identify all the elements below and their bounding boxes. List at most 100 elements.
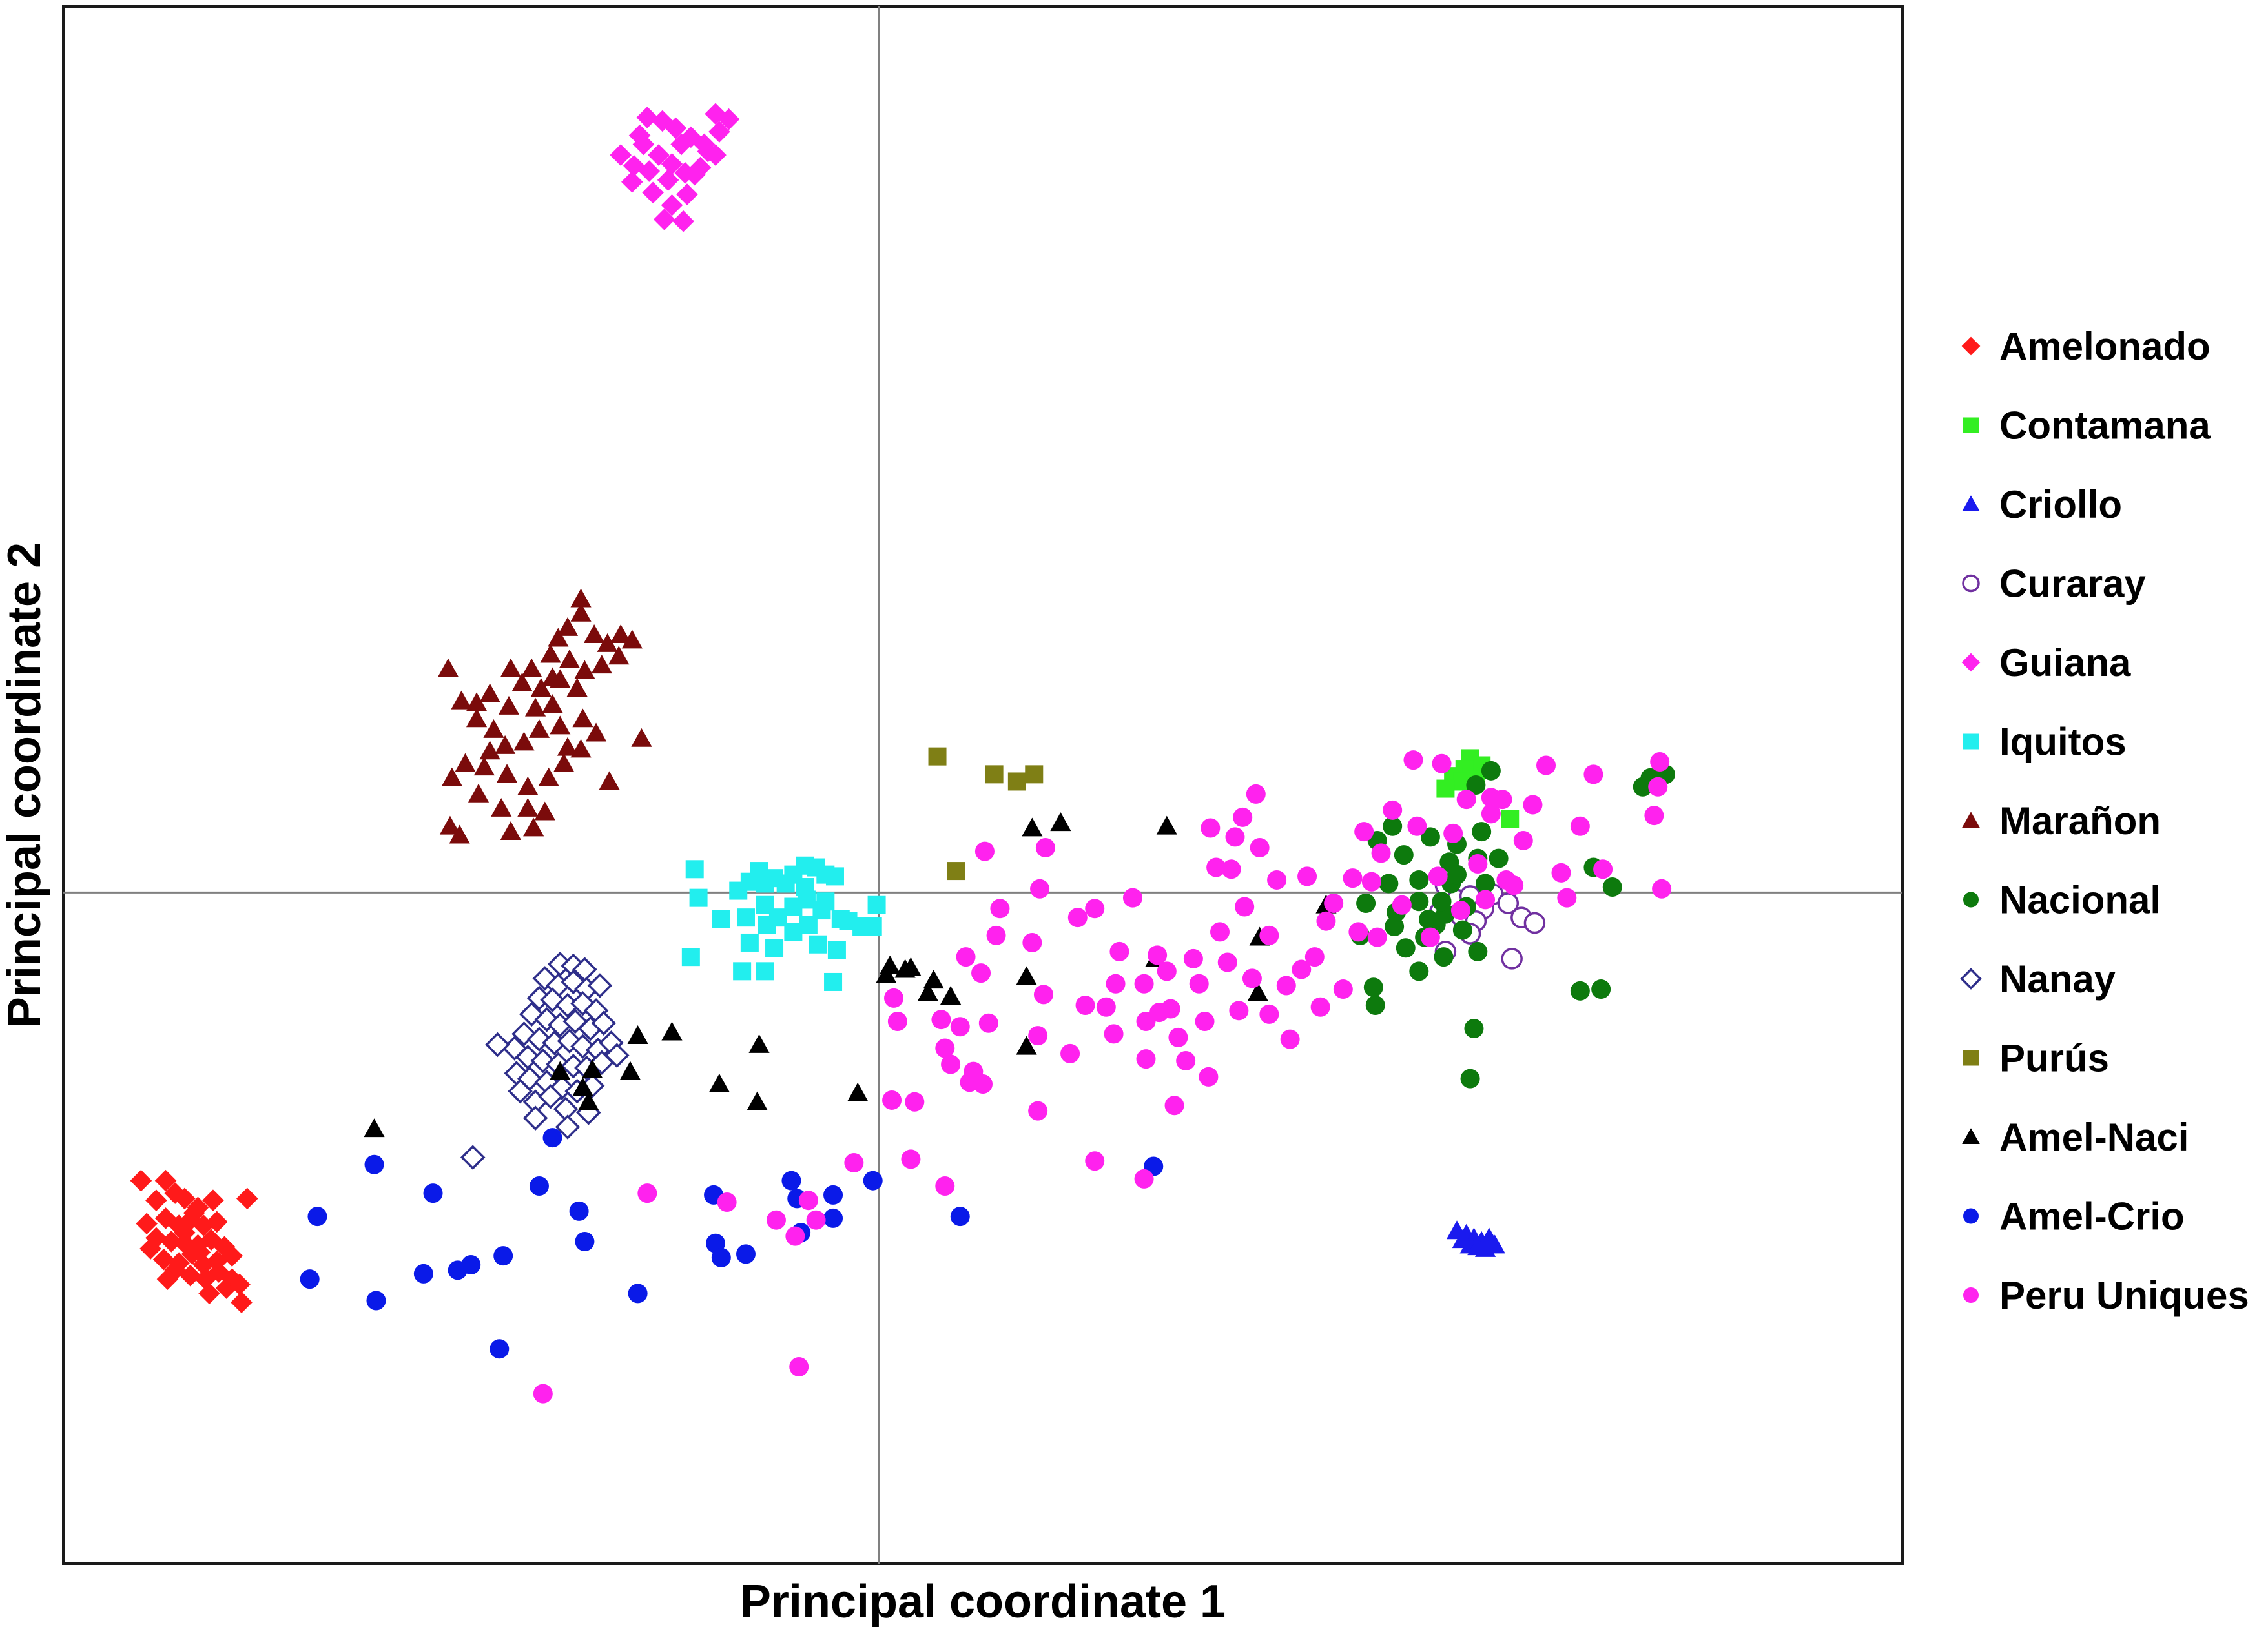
legend-marker — [1963, 1050, 1979, 1066]
point-peru-uniques — [931, 1010, 951, 1030]
x-axis-label: Principal coordinate 1 — [740, 1576, 1226, 1627]
point-maranon — [559, 649, 581, 668]
point-amelonado — [152, 1248, 175, 1271]
point-guiana — [628, 124, 651, 147]
point-amel-naci — [900, 957, 922, 976]
point-peru-uniques — [1136, 1049, 1156, 1069]
point-iquitos — [796, 878, 814, 897]
point-peru-uniques — [1333, 979, 1353, 999]
series-criollo — [1446, 1220, 1505, 1257]
point-amel-crio — [863, 1171, 883, 1191]
point-peru-uniques — [1354, 822, 1374, 842]
point-peru-uniques — [1250, 838, 1270, 858]
point-amel-naci — [747, 1091, 768, 1110]
point-peru-uniques — [1206, 857, 1226, 877]
point-iquitos — [816, 892, 835, 911]
point-peru-uniques — [1201, 818, 1221, 838]
point-amel-crio — [569, 1201, 589, 1221]
point-maranon — [584, 624, 605, 643]
point-nanay — [508, 1078, 533, 1104]
point-curaray — [1523, 912, 1546, 934]
point-iquitos — [867, 895, 886, 914]
point-nanay — [555, 1114, 581, 1140]
legend-label: Amel-Naci — [1999, 1116, 2189, 1159]
point-maranon — [585, 722, 607, 742]
point-amelonado — [189, 1241, 211, 1264]
point-peru-uniques — [901, 1149, 921, 1169]
point-amel-naci — [708, 1073, 730, 1092]
series-iquitos — [681, 856, 886, 991]
point-nacional — [1466, 775, 1486, 795]
legend-marker — [1963, 1287, 1979, 1303]
point-peru-uniques — [1523, 795, 1543, 815]
point-amelonado — [145, 1227, 167, 1249]
point-amel-naci — [1016, 1036, 1037, 1055]
point-peru-uniques — [1468, 854, 1488, 874]
point-amel-naci — [1156, 815, 1177, 835]
legend-label: Amelonado — [1999, 325, 2211, 368]
point-maranon — [548, 628, 569, 647]
point-amel-naci — [578, 1091, 599, 1110]
point-peru-uniques — [1536, 755, 1556, 775]
point-peru-uniques — [935, 1176, 955, 1196]
legend-marker — [1961, 336, 1981, 356]
point-amel-crio — [529, 1176, 549, 1196]
point-iquitos — [750, 862, 768, 881]
point-nanay — [515, 1045, 541, 1070]
point-peru-uniques — [971, 963, 991, 983]
point-peru-uniques — [974, 841, 995, 861]
data-points — [130, 103, 1675, 1404]
point-amelonado — [130, 1169, 152, 1192]
point-amelonado — [231, 1291, 253, 1314]
point-guiana — [672, 210, 694, 232]
point-nacional — [1365, 996, 1385, 1016]
point-amel-naci — [582, 1059, 603, 1078]
point-maranon — [542, 694, 563, 713]
point-iquitos — [758, 916, 776, 934]
point-peru-uniques — [1513, 830, 1533, 850]
point-peru-uniques — [950, 1017, 970, 1037]
point-amelonado — [145, 1189, 167, 1211]
point-peru-uniques — [1648, 777, 1668, 797]
point-maranon — [570, 588, 592, 608]
point-peru-uniques — [956, 947, 976, 967]
point-peru-uniques — [1160, 999, 1180, 1019]
point-peru-uniques — [986, 925, 1006, 945]
point-nacional — [1385, 917, 1405, 937]
point-maranon — [496, 764, 518, 783]
point-peru-uniques — [1096, 997, 1116, 1017]
point-nacional — [1379, 874, 1399, 894]
point-guiana — [683, 163, 706, 186]
point-iquitos — [765, 939, 784, 957]
legend-item-amel-naci: Amel-Naci — [1962, 1116, 2189, 1159]
point-peru-uniques — [1367, 927, 1387, 947]
point-amel-naci — [940, 986, 962, 1005]
point-peru-uniques — [844, 1152, 864, 1172]
point-peru-uniques — [1060, 1043, 1080, 1063]
point-iquitos — [685, 860, 704, 879]
point-amelonado — [139, 1238, 161, 1260]
point-nacional — [1570, 981, 1590, 1001]
point-nanay — [604, 1043, 630, 1068]
point-maranon — [621, 629, 643, 649]
point-purus — [947, 862, 965, 881]
point-maranon — [455, 753, 476, 772]
point-amel-crio — [493, 1246, 513, 1266]
point-peru-uniques — [717, 1192, 737, 1212]
point-amel-crio — [423, 1183, 443, 1203]
point-maranon — [557, 617, 579, 636]
point-contamana — [1436, 779, 1455, 798]
point-peru-uniques — [798, 1191, 818, 1211]
series-nanay — [460, 951, 630, 1170]
point-iquitos — [733, 962, 752, 981]
point-peru-uniques — [1106, 974, 1126, 994]
legend-marker — [1963, 417, 1979, 433]
point-amel-naci — [876, 964, 897, 983]
point-peru-uniques — [1407, 816, 1427, 836]
point-peru-uniques — [1324, 893, 1344, 913]
point-peru-uniques — [1343, 868, 1363, 888]
point-criollo — [1478, 1227, 1500, 1247]
point-amel-naci — [748, 1034, 770, 1053]
point-peru-uniques — [1456, 790, 1476, 810]
point-maranon — [591, 655, 612, 674]
